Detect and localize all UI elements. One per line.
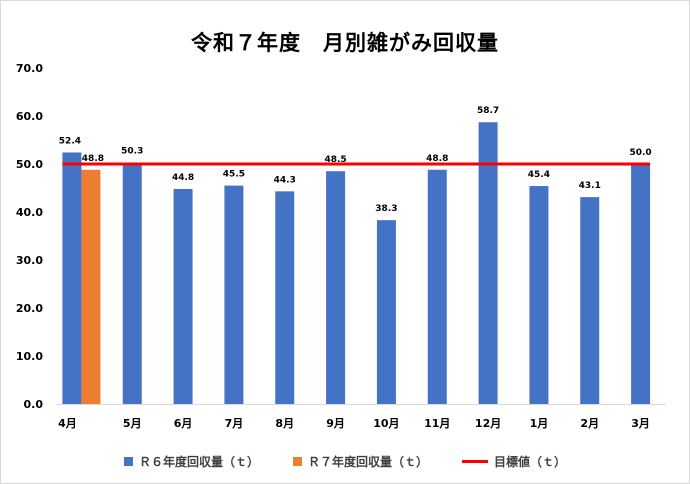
legend-swatch-r7 (292, 457, 302, 466)
x-tick-label: 8月 (275, 417, 294, 430)
x-tick-label: 5月 (123, 417, 142, 430)
bar-r6 (122, 162, 142, 404)
legend-label-r6: Ｒ６年度回収量（ｔ） (138, 455, 259, 469)
x-tick-label: 2月 (580, 417, 599, 430)
data-label: 48.5 (324, 155, 346, 165)
y-tick-label: 0.0 (24, 398, 44, 411)
bar-r6 (580, 197, 600, 404)
x-tick-label: 7月 (225, 417, 244, 430)
x-tick-label: 3月 (631, 417, 650, 430)
y-tick-label: 50.0 (16, 158, 43, 171)
data-label: 52.4 (59, 136, 81, 146)
data-label: 38.3 (375, 204, 397, 214)
data-label: 48.8 (82, 154, 104, 164)
legend-item-r7: Ｒ７年度回収量（ｔ） (292, 453, 428, 470)
data-label: 44.3 (274, 175, 296, 185)
x-tick-label: 12月 (475, 417, 501, 430)
data-label: 50.3 (121, 147, 143, 157)
bar-r6 (529, 186, 549, 404)
x-tick-label: 6月 (174, 417, 193, 430)
y-tick-label: 30.0 (16, 254, 43, 267)
bar-r6 (62, 152, 82, 404)
y-tick-label: 60.0 (16, 110, 43, 123)
data-label: 50.0 (629, 148, 651, 158)
bar-r6 (478, 122, 498, 405)
bar-r6 (275, 191, 295, 404)
bar-r6 (376, 220, 396, 404)
x-tick-label: 9月 (326, 417, 345, 430)
legend-item-target: 目標値（ｔ） (462, 453, 566, 470)
bar-r6 (631, 164, 651, 404)
data-label: 48.8 (426, 154, 448, 164)
x-tick-label: 10月 (373, 417, 399, 430)
y-tick-label: 20.0 (16, 302, 43, 315)
bar-r6 (173, 188, 193, 404)
bar-r6 (326, 171, 346, 404)
x-tick-label: 11月 (424, 417, 450, 430)
bar-r6 (427, 169, 447, 404)
legend-label-target: 目標値（ｔ） (494, 455, 567, 469)
chart-title: 令和７年度 月別雑がみ回収量 (191, 31, 499, 55)
data-label: 43.1 (579, 181, 601, 191)
y-tick-label: 10.0 (16, 350, 43, 363)
y-tick-label: 70.0 (16, 62, 43, 75)
legend-label-r7: Ｒ７年度回収量（ｔ） (307, 455, 428, 469)
data-label: 58.7 (477, 106, 499, 116)
legend: Ｒ６年度回収量（ｔ） Ｒ７年度回収量（ｔ） 目標値（ｔ） (1, 453, 689, 470)
legend-swatch-r6 (123, 457, 133, 466)
data-label: 45.4 (528, 170, 550, 180)
data-label: 44.8 (172, 173, 194, 183)
bar-r6 (224, 185, 244, 404)
x-tick-label: 1月 (530, 417, 549, 430)
x-tick-label: 4月 (58, 417, 77, 430)
data-label: 45.5 (223, 170, 245, 180)
legend-swatch-target (462, 460, 488, 463)
y-tick-label: 40.0 (16, 206, 43, 219)
bar-r7 (81, 169, 101, 404)
legend-item-r6: Ｒ６年度回収量（ｔ） (123, 453, 259, 470)
